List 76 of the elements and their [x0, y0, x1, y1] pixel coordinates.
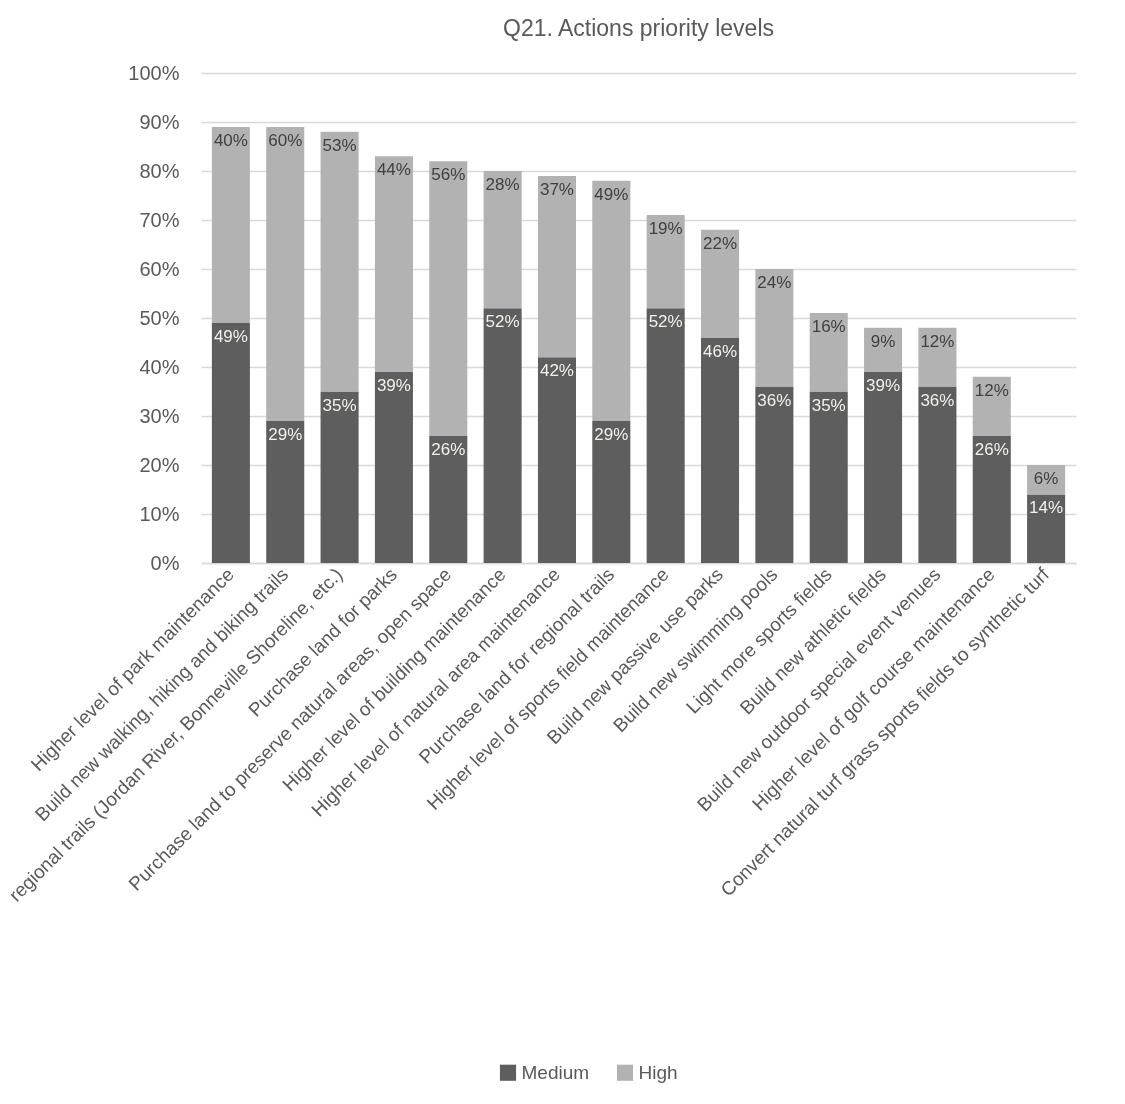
data-label: 28% [485, 175, 520, 194]
bar [266, 126, 305, 421]
bar [918, 327, 957, 387]
data-label: 9% [870, 331, 896, 351]
data-label: 49% [594, 184, 629, 204]
bar [646, 308, 685, 563]
bar [374, 156, 413, 372]
bar [211, 126, 250, 323]
legend-label: Medium [521, 1061, 590, 1083]
y-tick-label: 10% [139, 502, 180, 525]
bar [809, 391, 848, 563]
bar [320, 131, 359, 392]
bar [374, 371, 413, 563]
data-label: 24% [757, 273, 792, 292]
bar [972, 376, 1011, 436]
data-label: 29% [268, 424, 303, 444]
y-tick-label: 20% [139, 453, 180, 476]
bar [755, 269, 794, 387]
y-tick-label: 100% [128, 61, 180, 84]
data-label: 26% [431, 439, 466, 459]
bar [701, 229, 740, 338]
data-label: 19% [648, 219, 683, 239]
data-label: 44% [376, 160, 411, 180]
bar [266, 420, 305, 563]
bar [755, 386, 794, 563]
bar [701, 337, 740, 563]
chart-title: Q21. Actions priority levels [502, 15, 775, 41]
bar [537, 357, 576, 563]
bar [864, 371, 903, 563]
data-label: 36% [920, 390, 955, 410]
bar [429, 161, 468, 436]
data-label: 49% [213, 326, 248, 346]
bar [1027, 494, 1066, 563]
data-label: 35% [811, 395, 846, 415]
data-label: 14% [1029, 498, 1064, 518]
data-label: 6% [1033, 469, 1059, 488]
bar [646, 215, 685, 309]
data-label: 52% [485, 312, 520, 332]
data-label: 12% [974, 380, 1009, 400]
bar [918, 386, 957, 563]
bar [320, 391, 359, 563]
bar [972, 435, 1011, 563]
data-label: 29% [594, 424, 629, 444]
bar [211, 322, 250, 563]
data-label: 16% [811, 317, 846, 337]
bar [809, 313, 848, 392]
y-tick-label: 30% [139, 404, 180, 427]
y-tick-label: 80% [139, 159, 180, 182]
data-label: 37% [539, 179, 574, 199]
data-label: 26% [974, 439, 1009, 459]
data-label: 40% [213, 130, 248, 150]
y-tick-label: 0% [150, 551, 180, 574]
data-label: 12% [920, 331, 955, 351]
bar [592, 420, 631, 563]
data-label: 42% [539, 361, 574, 381]
y-tick-label: 50% [139, 306, 180, 329]
data-label: 35% [322, 395, 357, 415]
bar [483, 171, 522, 309]
bar [429, 435, 468, 563]
y-tick-label: 90% [139, 110, 180, 133]
bar [592, 180, 631, 421]
data-label: 46% [703, 341, 738, 361]
bar [483, 308, 522, 563]
data-label: 53% [322, 135, 357, 155]
y-tick-label: 40% [139, 355, 180, 378]
bar [537, 175, 576, 358]
y-tick-label: 60% [139, 257, 180, 280]
data-label: 56% [431, 165, 466, 185]
data-label: 36% [757, 390, 792, 410]
data-label: 39% [866, 375, 901, 395]
legend-label: High [638, 1061, 678, 1083]
data-label: 39% [376, 375, 411, 395]
data-label: 52% [648, 312, 683, 332]
y-tick-label: 70% [139, 208, 180, 231]
data-label: 60% [268, 130, 303, 150]
data-label: 22% [703, 233, 738, 253]
